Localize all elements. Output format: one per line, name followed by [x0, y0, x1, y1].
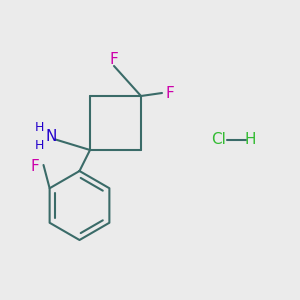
Text: H: H	[34, 139, 44, 152]
Text: H: H	[245, 132, 256, 147]
Text: F: F	[165, 85, 174, 100]
Text: Cl: Cl	[212, 132, 226, 147]
Text: N: N	[45, 129, 57, 144]
Text: F: F	[110, 52, 118, 68]
Text: H: H	[34, 121, 44, 134]
Text: F: F	[30, 159, 39, 174]
